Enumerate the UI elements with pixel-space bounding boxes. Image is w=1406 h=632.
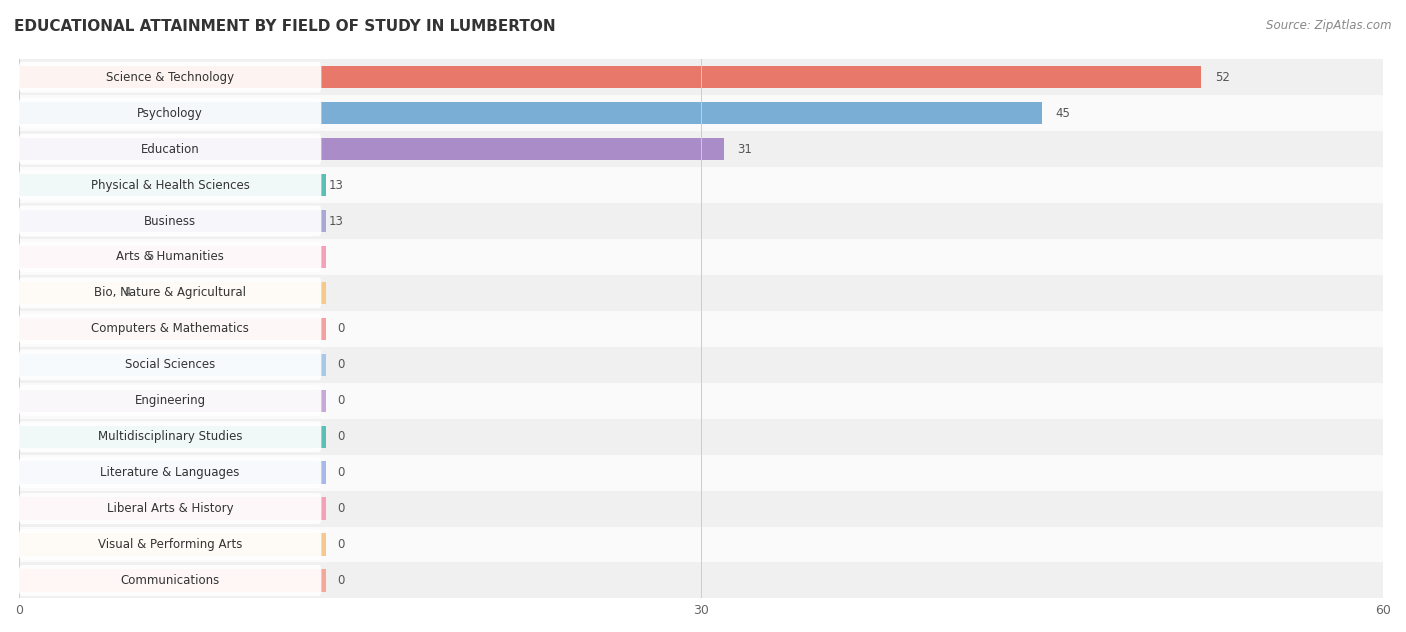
FancyBboxPatch shape [20,565,322,596]
Text: 0: 0 [337,466,344,479]
Text: 0: 0 [337,394,344,407]
Bar [20,318,326,340]
Bar [20,419,1384,454]
Bar [20,454,1384,490]
FancyBboxPatch shape [20,134,322,164]
Bar [20,210,326,232]
Text: 5: 5 [146,250,153,264]
Bar [20,562,1384,599]
FancyBboxPatch shape [20,529,322,560]
Bar [20,203,1384,239]
Bar [20,311,1384,347]
Text: 4: 4 [124,286,131,300]
Text: Communications: Communications [121,574,219,587]
FancyBboxPatch shape [20,205,322,236]
Text: Physical & Health Sciences: Physical & Health Sciences [91,179,250,191]
Text: Social Sciences: Social Sciences [125,358,215,371]
Text: Engineering: Engineering [135,394,205,407]
Text: 13: 13 [328,179,343,191]
Bar [20,354,326,376]
FancyBboxPatch shape [20,349,322,380]
Text: Computers & Mathematics: Computers & Mathematics [91,322,249,336]
Text: Bio, Nature & Agricultural: Bio, Nature & Agricultural [94,286,246,300]
FancyBboxPatch shape [20,493,322,524]
Text: Psychology: Psychology [138,107,202,119]
Bar [20,282,326,304]
FancyBboxPatch shape [20,169,322,200]
FancyBboxPatch shape [20,62,322,93]
Bar [20,533,326,556]
Bar [20,66,1201,88]
FancyBboxPatch shape [20,457,322,488]
Text: Arts & Humanities: Arts & Humanities [117,250,224,264]
Bar [20,461,326,483]
Bar [20,490,1384,526]
Bar [20,59,1384,95]
Text: 0: 0 [337,430,344,443]
Bar [20,347,1384,383]
Text: Literature & Languages: Literature & Languages [100,466,240,479]
Text: 0: 0 [337,502,344,515]
Bar [20,569,326,592]
Text: 52: 52 [1215,71,1230,83]
Text: Science & Technology: Science & Technology [105,71,235,83]
Bar [20,174,326,196]
Text: 13: 13 [328,214,343,228]
Text: Source: ZipAtlas.com: Source: ZipAtlas.com [1267,19,1392,32]
FancyBboxPatch shape [20,98,322,128]
FancyBboxPatch shape [20,313,322,344]
Text: 0: 0 [337,322,344,336]
FancyBboxPatch shape [20,386,322,416]
Text: Business: Business [145,214,197,228]
FancyBboxPatch shape [20,422,322,452]
Bar [20,246,326,268]
Bar [20,102,1042,125]
Text: Liberal Arts & History: Liberal Arts & History [107,502,233,515]
Bar [20,138,724,161]
Bar [20,239,1384,275]
Text: Education: Education [141,143,200,155]
Bar [20,389,326,412]
Text: Visual & Performing Arts: Visual & Performing Arts [98,538,242,551]
Bar [20,275,1384,311]
Bar [20,526,1384,562]
Text: 0: 0 [337,538,344,551]
Text: EDUCATIONAL ATTAINMENT BY FIELD OF STUDY IN LUMBERTON: EDUCATIONAL ATTAINMENT BY FIELD OF STUDY… [14,19,555,34]
Bar [20,383,1384,419]
Bar [20,425,326,448]
Bar [20,131,1384,167]
FancyBboxPatch shape [20,241,322,272]
Text: 31: 31 [737,143,752,155]
Text: Multidisciplinary Studies: Multidisciplinary Studies [98,430,242,443]
Text: 45: 45 [1056,107,1070,119]
Text: 0: 0 [337,358,344,371]
Text: 0: 0 [337,574,344,587]
Bar [20,167,1384,203]
FancyBboxPatch shape [20,277,322,308]
Bar [20,95,1384,131]
Bar [20,497,326,520]
